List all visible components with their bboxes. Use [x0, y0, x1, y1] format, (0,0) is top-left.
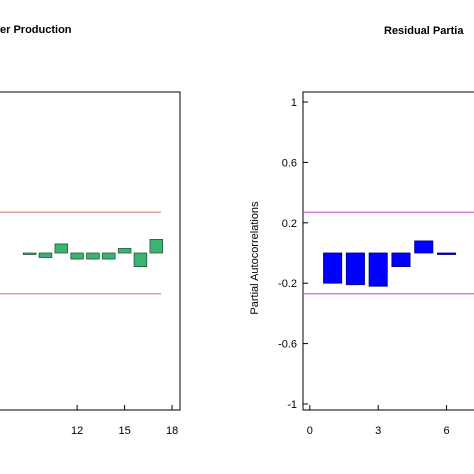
right-bar-lag-1	[323, 252, 343, 284]
left-bar-lag-12	[70, 252, 84, 260]
left-chart-title: er Production	[0, 24, 72, 36]
right-chart-title: Residual Partia	[384, 25, 464, 37]
left-bar-lag-11	[54, 243, 69, 254]
left-plot-frame	[0, 91, 181, 411]
left-bar-lag-10	[38, 252, 53, 258]
left-bar-lag-9	[22, 252, 37, 255]
right-x-tick-label-6: 6	[443, 425, 449, 437]
left-bar-lag-17	[149, 239, 163, 254]
right-bar-lag-6	[437, 252, 457, 255]
right-x-tick-label-0: 0	[307, 425, 313, 437]
right-y-tick-label-1: 1	[291, 97, 297, 109]
right-y-tick-label--1: -1	[287, 399, 297, 411]
right-y-tick-label-0.6: 0.6	[282, 157, 297, 169]
right-y-tick-label--0.6: -0.6	[278, 339, 297, 351]
right-plot-frame	[302, 91, 474, 411]
left-x-tick-label-15: 15	[118, 425, 130, 437]
right-y-tick-label-0.2: 0.2	[282, 218, 297, 230]
right-bar-lag-3	[368, 252, 388, 287]
right-bar-lag-2	[345, 252, 365, 286]
left-acf-panel: er Production 12 15 18	[0, 24, 181, 437]
left-x-tick-label-12: 12	[71, 425, 83, 437]
right-x-tick-label-3: 3	[375, 425, 381, 437]
right-y-tick-label--0.2: -0.2	[278, 278, 297, 290]
right-pacf-panel: Residual Partia Partial Autocorrelations…	[249, 25, 474, 437]
left-bar-lag-13	[86, 252, 100, 260]
right-bar-lag-5	[414, 240, 434, 254]
left-bar-lag-16	[133, 252, 148, 267]
right-y-axis-label: Partial Autocorrelations	[249, 201, 261, 315]
left-x-tick-label-18: 18	[166, 425, 178, 437]
left-bar-lag-15	[117, 248, 132, 254]
right-bar-lag-4	[391, 252, 411, 267]
left-bar-lag-14	[102, 252, 116, 260]
